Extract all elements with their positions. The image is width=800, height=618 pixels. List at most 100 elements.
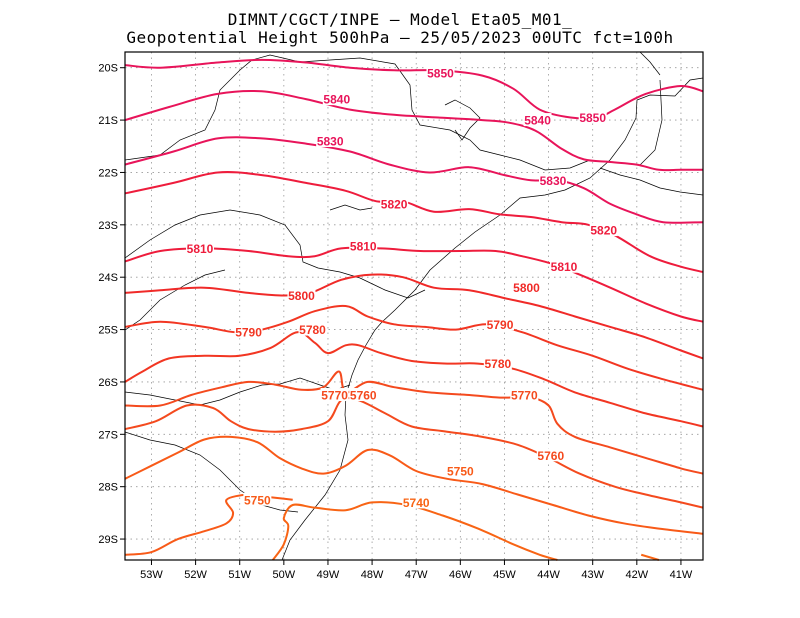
contour-label-5780: 5780 — [484, 357, 511, 371]
map-frame — [124, 51, 704, 561]
x-tick-label: 50W — [273, 569, 296, 581]
lat-lon-grid — [125, 52, 703, 560]
border-mg-ba — [639, 51, 661, 76]
contour-5770 — [124, 370, 704, 475]
contour-label-bg — [349, 238, 378, 252]
contour-label-bg — [349, 388, 378, 402]
contour-label-bg — [550, 259, 579, 273]
contour-label-bg — [322, 92, 351, 106]
contour-label-bg — [234, 325, 263, 339]
contour-label-5770: 5770 — [511, 389, 538, 403]
contour-label-5850: 5850 — [579, 111, 606, 125]
x-tick-label: 41W — [670, 569, 693, 581]
contour-label-5800: 5800 — [513, 281, 540, 295]
y-tick-label: 25S — [98, 325, 118, 337]
contour-label-5780: 5780 — [299, 323, 326, 337]
contour-label-bg — [380, 196, 409, 210]
chart-title-line1: DIMNT/CGCT/INPE – Model Eta05_M01_ — [227, 10, 573, 29]
contour-label-5760: 5760 — [350, 389, 377, 403]
contour-label-bg — [589, 223, 618, 237]
x-tick-label: 45W — [493, 569, 516, 581]
x-tick-label: 53W — [140, 569, 163, 581]
border-ms-pr — [124, 269, 226, 331]
contour-5810 — [124, 246, 704, 323]
y-tick-label: 23S — [98, 220, 118, 232]
contour-label-5830: 5830 — [540, 174, 567, 188]
contour-label-5840: 5840 — [323, 93, 350, 107]
x-tick-label: 52W — [184, 569, 207, 581]
contour-label-bg — [486, 317, 515, 331]
geopotential-contours — [124, 58, 704, 561]
contour-label-bg — [510, 388, 539, 402]
contour-label-5800: 5800 — [288, 289, 315, 303]
river-tiete — [329, 204, 373, 211]
contour-label-5790: 5790 — [235, 326, 262, 340]
contour-5740 — [640, 553, 660, 561]
contour-label-bg — [512, 280, 541, 294]
y-tick-label: 29S — [98, 534, 118, 546]
contour-5750 — [124, 435, 704, 535]
contour-label-bg — [243, 492, 272, 506]
contour-label-5820: 5820 — [381, 197, 408, 211]
contour-label-bg — [287, 288, 316, 302]
state-borders — [124, 51, 704, 561]
contour-label-bg — [316, 134, 345, 148]
contour-label-5770: 5770 — [321, 389, 348, 403]
y-tick-label: 27S — [98, 429, 118, 441]
y-tick-label: 24S — [98, 272, 118, 284]
x-tick-label: 44W — [537, 569, 560, 581]
contour-label-bg — [536, 448, 565, 462]
contour-label-5740: 5740 — [403, 496, 430, 510]
contour-label-bg — [426, 65, 455, 79]
contour-label-5790: 5790 — [487, 318, 514, 332]
x-tick-label: 43W — [581, 569, 604, 581]
x-tick-label: 46W — [449, 569, 472, 581]
contour-5760 — [124, 397, 704, 509]
contour-5820 — [124, 171, 704, 273]
contour-5830 — [124, 136, 704, 224]
reservoir-furnas — [444, 99, 481, 141]
contour-5800 — [124, 273, 704, 360]
border-rj-es — [599, 167, 704, 196]
border-pr-sc — [124, 377, 351, 406]
x-tick-label: 48W — [361, 569, 384, 581]
contour-label-5750: 5750 — [244, 493, 271, 507]
contour-label-bg — [446, 463, 475, 477]
contour-label-bg — [523, 113, 552, 127]
contour-label-5810: 5810 — [551, 260, 578, 274]
contour-label-bg — [320, 388, 349, 402]
contour-label-5850: 5850 — [427, 66, 454, 80]
contour-5790 — [124, 304, 704, 391]
contour-label-bg — [402, 495, 431, 509]
y-tick-label: 26S — [98, 377, 118, 389]
contour-label-bg — [578, 110, 607, 124]
contour-label-5840: 5840 — [524, 114, 551, 128]
contour-5850 — [124, 58, 704, 120]
contour-label-bg — [298, 322, 327, 336]
axis-tick-labels: 53W 52W 51W 50W 49W 48W 47W 46W 45W 44W 43W 42W 41W 2… — [98, 63, 692, 581]
contour-labels: 5850 5850 5840 5840 5830 5830 5820 5820 5810 5810… — [186, 65, 618, 510]
contour-label-5750: 5750 — [447, 464, 474, 478]
border-mg-sp — [124, 54, 591, 171]
contour-5840 — [124, 89, 703, 172]
border-mg-es — [639, 79, 663, 166]
y-tick-label: 20S — [98, 63, 118, 75]
y-tick-label: 22S — [98, 167, 118, 179]
border-sc-rs — [124, 431, 299, 513]
y-tick-label: 21S — [98, 115, 118, 127]
x-tick-label: 49W — [317, 569, 340, 581]
contour-label-5760: 5760 — [537, 449, 564, 463]
y-tick-label: 28S — [98, 482, 118, 494]
contour-5780 — [124, 331, 704, 428]
contour-label-5810: 5810 — [350, 239, 377, 253]
x-tick-label: 51W — [228, 569, 251, 581]
x-tick-label: 42W — [626, 569, 649, 581]
contour-label-bg — [186, 241, 215, 255]
coastline — [281, 77, 704, 561]
border-sp-pr — [124, 209, 426, 299]
contour-label-bg — [483, 356, 512, 370]
contour-label-5830: 5830 — [317, 135, 344, 149]
contour-label-5820: 5820 — [590, 224, 617, 238]
contour-5740 — [271, 501, 558, 561]
